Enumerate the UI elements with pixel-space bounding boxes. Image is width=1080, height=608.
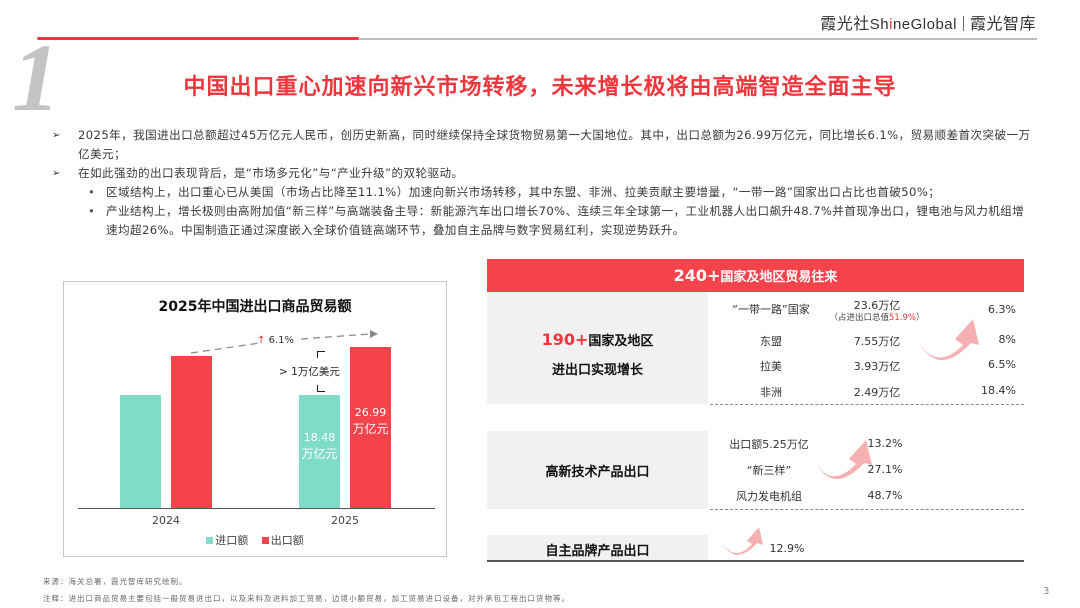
up-arrow-icon: ↑	[257, 335, 266, 346]
region-growth: 6.3%	[988, 303, 1016, 316]
bullet-dot-icon: •	[88, 185, 96, 199]
bar-import-2025: 18.48 万亿元	[299, 395, 340, 508]
header-divider-line	[359, 38, 1037, 40]
growth-countries-count: 190+国家及地区	[541, 330, 654, 349]
growth-countries-caption: 进出口实现增长	[551, 363, 643, 378]
bar-label-import-2025: 18.48 万亿元	[301, 431, 338, 461]
chart-title: 2025年中国进出口商品贸易额	[158, 299, 352, 315]
growth-annotation: ↑ 6.1%	[257, 335, 294, 346]
panel-bottom-line	[487, 560, 1024, 562]
curved-up-arrow-icon	[919, 319, 979, 360]
page-number: 3	[1043, 586, 1050, 597]
bar-export-2025: 26.99 万亿元	[350, 347, 391, 508]
bullet-text: 2025年，我国进出口总额超过45万亿元人民币，创历史新高，同时继续保持全球货物…	[78, 128, 1031, 161]
region-label: “一带一路”国家	[732, 303, 810, 316]
x-tick-2025: 2025	[331, 514, 359, 527]
bullet-item: ➢ 2025年，我国进出口总额超过45万亿元人民币，创历史新高，同时继续保持全球…	[52, 126, 1032, 164]
sub-bullet-item: • 区域结构上，出口重心已从美国（市场占比降至11.1%）加速向新兴市场转移，其…	[52, 183, 1032, 202]
trade-partners-header: 240+国家及地区贸易往来	[487, 259, 1024, 292]
footnote: 注释：进出口商品贸易主要包括一般贸易进出口，以及来料及进料加工贸易，边境小额贸易…	[43, 594, 570, 603]
bullet-arrow-icon: ➢	[52, 130, 61, 141]
logo-right: 霞光智库	[969, 14, 1036, 33]
bar-import-2024	[120, 395, 161, 508]
sub-bullet-text: 产业结构上，增长极则由高附加值“新三样”与高端装备主导：新能源汽车出口增长70%…	[106, 204, 1025, 237]
logo-en: ShineGlobal	[869, 16, 957, 33]
bullet-item: ➢ 在如此强劲的出口表现背后，是“市场多元化”与“产业升级”的双轮驱动。	[52, 164, 1032, 183]
x-axis	[78, 508, 435, 509]
region-growth: 8%	[998, 333, 1016, 346]
brand-logo: 霞光社ShineGlobal 霞光智库	[820, 10, 1036, 34]
region-growth: 18.4%	[981, 384, 1016, 397]
x-tick-2024: 2024	[152, 514, 180, 527]
growth-trend-arrow-icon	[190, 330, 378, 354]
bar-export-2024	[171, 356, 212, 508]
region-label: 拉美	[760, 360, 782, 373]
region-label: 非洲	[760, 386, 782, 399]
growth-countries-block: 190+国家及地区 进出口实现增长	[487, 292, 708, 404]
bar-label-export-2025: 26.99 万亿元	[352, 406, 389, 436]
chart-legend: 进口额 出口额	[64, 532, 446, 548]
region-value: 3.93万亿	[853, 360, 901, 373]
hightech-label: “新三样”	[746, 464, 792, 477]
page-title: 中国出口重心加速向新兴市场转移，未来增长极将由高端智造全面主导	[183, 75, 897, 100]
logo-cn: 霞光社	[820, 14, 870, 33]
region-value: 2.49万亿	[853, 386, 901, 399]
brand-title: 自主品牌产品出口	[545, 544, 650, 559]
surplus-annotation: > 1万亿美元	[279, 366, 340, 378]
legend-item-import: 进口额	[206, 534, 248, 547]
region-label: 东盟	[760, 335, 782, 348]
bullet-dot-icon: •	[88, 204, 96, 218]
sub-bullet-item: • 产业结构上，增长极则由高附加值“新三样”与高端装备主导：新能源汽车出口增长7…	[52, 202, 1032, 240]
region-value: 23.6万亿	[853, 299, 901, 312]
logo-separator	[962, 16, 964, 31]
brand-block: 自主品牌产品出口	[487, 535, 708, 561]
hightech-growth: 27.1%	[867, 463, 903, 476]
hightech-growth: 13.2%	[867, 437, 903, 450]
header-accent-line	[37, 37, 359, 40]
hightech-label: 出口额5.25万亿	[729, 438, 809, 451]
trade-chart: 2025年中国进出口商品贸易额 18.48 万亿元 26.99 万亿元 ↑ 6.…	[63, 281, 447, 557]
brand-growth: 12.9%	[769, 542, 805, 555]
legend-item-export: 出口额	[261, 534, 304, 547]
curved-up-arrow-icon	[723, 527, 763, 555]
region-value: 7.55万亿	[853, 335, 901, 348]
curved-up-arrow-icon	[816, 440, 872, 479]
summary-bullets: ➢ 2025年，我国进出口总额超过45万亿元人民币，创历史新高，同时继续保持全球…	[52, 126, 1032, 240]
row-divider	[710, 509, 1024, 510]
sub-bullet-text: 区域结构上，出口重心已从美国（市场占比降至11.1%）加速向新兴市场转移，其中东…	[106, 185, 941, 199]
hightech-title: 高新技术产品出口	[545, 465, 650, 480]
bracket-top-icon	[317, 351, 325, 358]
bullet-text: 在如此强劲的出口表现背后，是“市场多元化”与“产业升级”的双轮驱动。	[78, 166, 464, 180]
region-value-note: （占进出口总值51.9%）	[829, 313, 925, 323]
row-divider	[710, 404, 1024, 405]
source-note: 来源：海关总署，霞光智库研究绘制。	[43, 577, 188, 586]
bracket-bottom-icon	[317, 385, 325, 392]
section-number: 1	[12, 24, 60, 131]
hightech-growth: 48.7%	[867, 489, 903, 502]
region-growth: 6.5%	[988, 358, 1016, 371]
hightech-label: 风力发电机组	[736, 490, 802, 503]
hightech-block: 高新技术产品出口	[487, 431, 708, 509]
bullet-arrow-icon: ➢	[52, 168, 61, 179]
